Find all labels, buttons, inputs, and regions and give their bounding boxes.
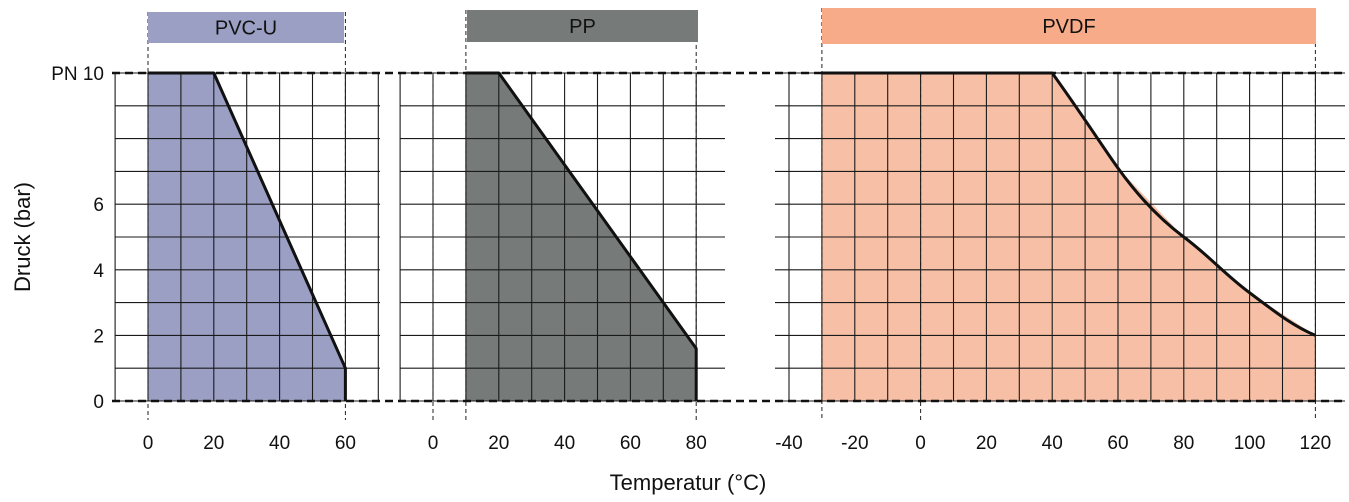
x-tick-label: 0 xyxy=(428,433,439,454)
x-tick-label: 20 xyxy=(488,433,509,454)
x-tick-label: 20 xyxy=(976,433,997,454)
y-tick-label: 4 xyxy=(93,261,104,282)
panel-header-pvc-u xyxy=(148,12,344,43)
x-tick-label: 0 xyxy=(143,433,154,454)
y-tick-label: 2 xyxy=(93,326,104,347)
y-tick-label: 0 xyxy=(93,392,104,413)
panel-title: PVDF xyxy=(1042,16,1095,38)
x-tick-label: 40 xyxy=(554,433,575,454)
x-tick-label: 60 xyxy=(620,433,641,454)
x-tick-label: -40 xyxy=(775,433,802,454)
x-tick-label: 80 xyxy=(686,433,707,454)
panel-header-pvdf xyxy=(822,8,1316,44)
x-tick-label: 100 xyxy=(1234,433,1266,454)
x-tick-label: 40 xyxy=(269,433,290,454)
panel-title: PP xyxy=(569,16,596,38)
x-tick-label: 40 xyxy=(1042,433,1063,454)
x-axis-title: Temperatur (°C) xyxy=(610,470,767,495)
y-axis-title: Druck (bar) xyxy=(10,182,35,292)
y-tick-label: 6 xyxy=(93,195,104,216)
x-tick-label: 80 xyxy=(1173,433,1194,454)
y-tick-label: PN 10 xyxy=(51,64,104,85)
fill-group xyxy=(148,73,1316,401)
x-tick-label: 20 xyxy=(203,433,224,454)
x-tick-label: 60 xyxy=(335,433,356,454)
panel-title: PVC-U xyxy=(215,18,277,40)
x-tick-label: -20 xyxy=(841,433,868,454)
x-tick-label: 60 xyxy=(1107,433,1128,454)
x-tick-label: 120 xyxy=(1300,433,1332,454)
pressure-curve-pvdf xyxy=(821,71,1316,337)
x-tick-label: 0 xyxy=(915,433,926,454)
panel-header-pp xyxy=(467,10,698,42)
